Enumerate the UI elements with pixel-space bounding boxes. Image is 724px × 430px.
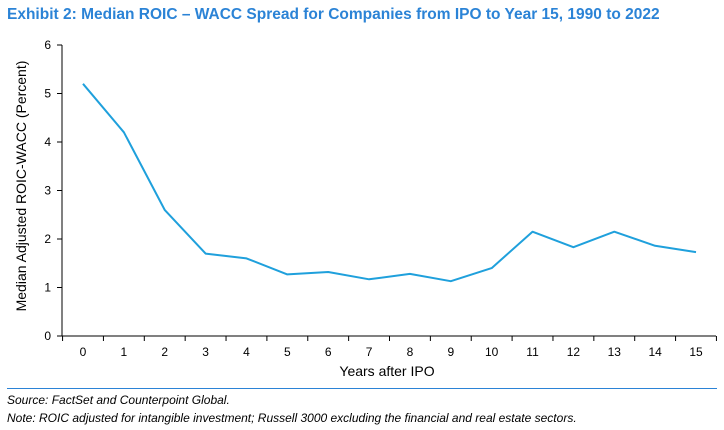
data-point <box>572 246 574 248</box>
y-tick-label: 6 <box>44 38 51 52</box>
x-tick-label: 6 <box>325 345 332 359</box>
data-point <box>205 253 207 255</box>
data-point <box>123 131 125 133</box>
x-tick-label: 10 <box>485 345 499 359</box>
x-tick-label: 9 <box>447 345 454 359</box>
x-tick-label: 12 <box>567 345 581 359</box>
source-note: Source: FactSet and Counterpoint Global. <box>7 393 230 407</box>
x-tick-label: 13 <box>608 345 622 359</box>
series-line <box>82 83 697 283</box>
x-tick-label: 7 <box>366 345 373 359</box>
x-tick-label: 1 <box>121 345 128 359</box>
data-point <box>164 209 166 211</box>
data-point <box>409 273 411 275</box>
x-tick-label: 15 <box>689 345 703 359</box>
footnote: Note: ROIC adjusted for intangible inves… <box>7 411 577 425</box>
data-point <box>613 231 615 233</box>
data-point <box>654 245 656 247</box>
x-tick-label: 14 <box>648 345 662 359</box>
x-axis-ticks: 0 1 2 3 4 5 6 7 8 9 10 11 12 13 14 15 <box>62 336 717 359</box>
data-point <box>327 271 329 273</box>
x-tick-label: 0 <box>80 345 87 359</box>
data-point <box>368 278 370 280</box>
x-tick-label: 8 <box>407 345 414 359</box>
y-axis-ticks: 0 1 2 3 4 5 6 <box>44 38 62 343</box>
x-tick-label: 5 <box>284 345 291 359</box>
footer-divider <box>7 388 717 389</box>
data-point <box>695 251 697 253</box>
y-tick-label: 0 <box>44 329 51 343</box>
data-point <box>286 273 288 275</box>
y-tick-label: 3 <box>44 184 51 198</box>
chart-title: Exhibit 2: Median ROIC – WACC Spread for… <box>7 6 660 23</box>
x-tick-label: 11 <box>526 345 539 359</box>
y-tick-label: 2 <box>44 232 51 246</box>
y-axis-label: Median Adjusted ROIC-WACC (Percent) <box>13 61 29 312</box>
x-tick-label: 3 <box>202 345 209 359</box>
x-axis-label: Years after IPO <box>339 363 434 379</box>
data-point <box>82 83 84 85</box>
data-point <box>245 257 247 259</box>
y-tick-label: 1 <box>44 281 51 295</box>
y-tick-label: 4 <box>44 135 51 149</box>
y-tick-label: 5 <box>44 87 51 101</box>
series-group <box>82 83 697 283</box>
data-point <box>450 280 452 282</box>
x-tick-label: 2 <box>161 345 168 359</box>
data-point <box>532 231 534 233</box>
axes <box>61 45 716 337</box>
x-tick-label: 4 <box>243 345 250 359</box>
data-point <box>491 267 493 269</box>
